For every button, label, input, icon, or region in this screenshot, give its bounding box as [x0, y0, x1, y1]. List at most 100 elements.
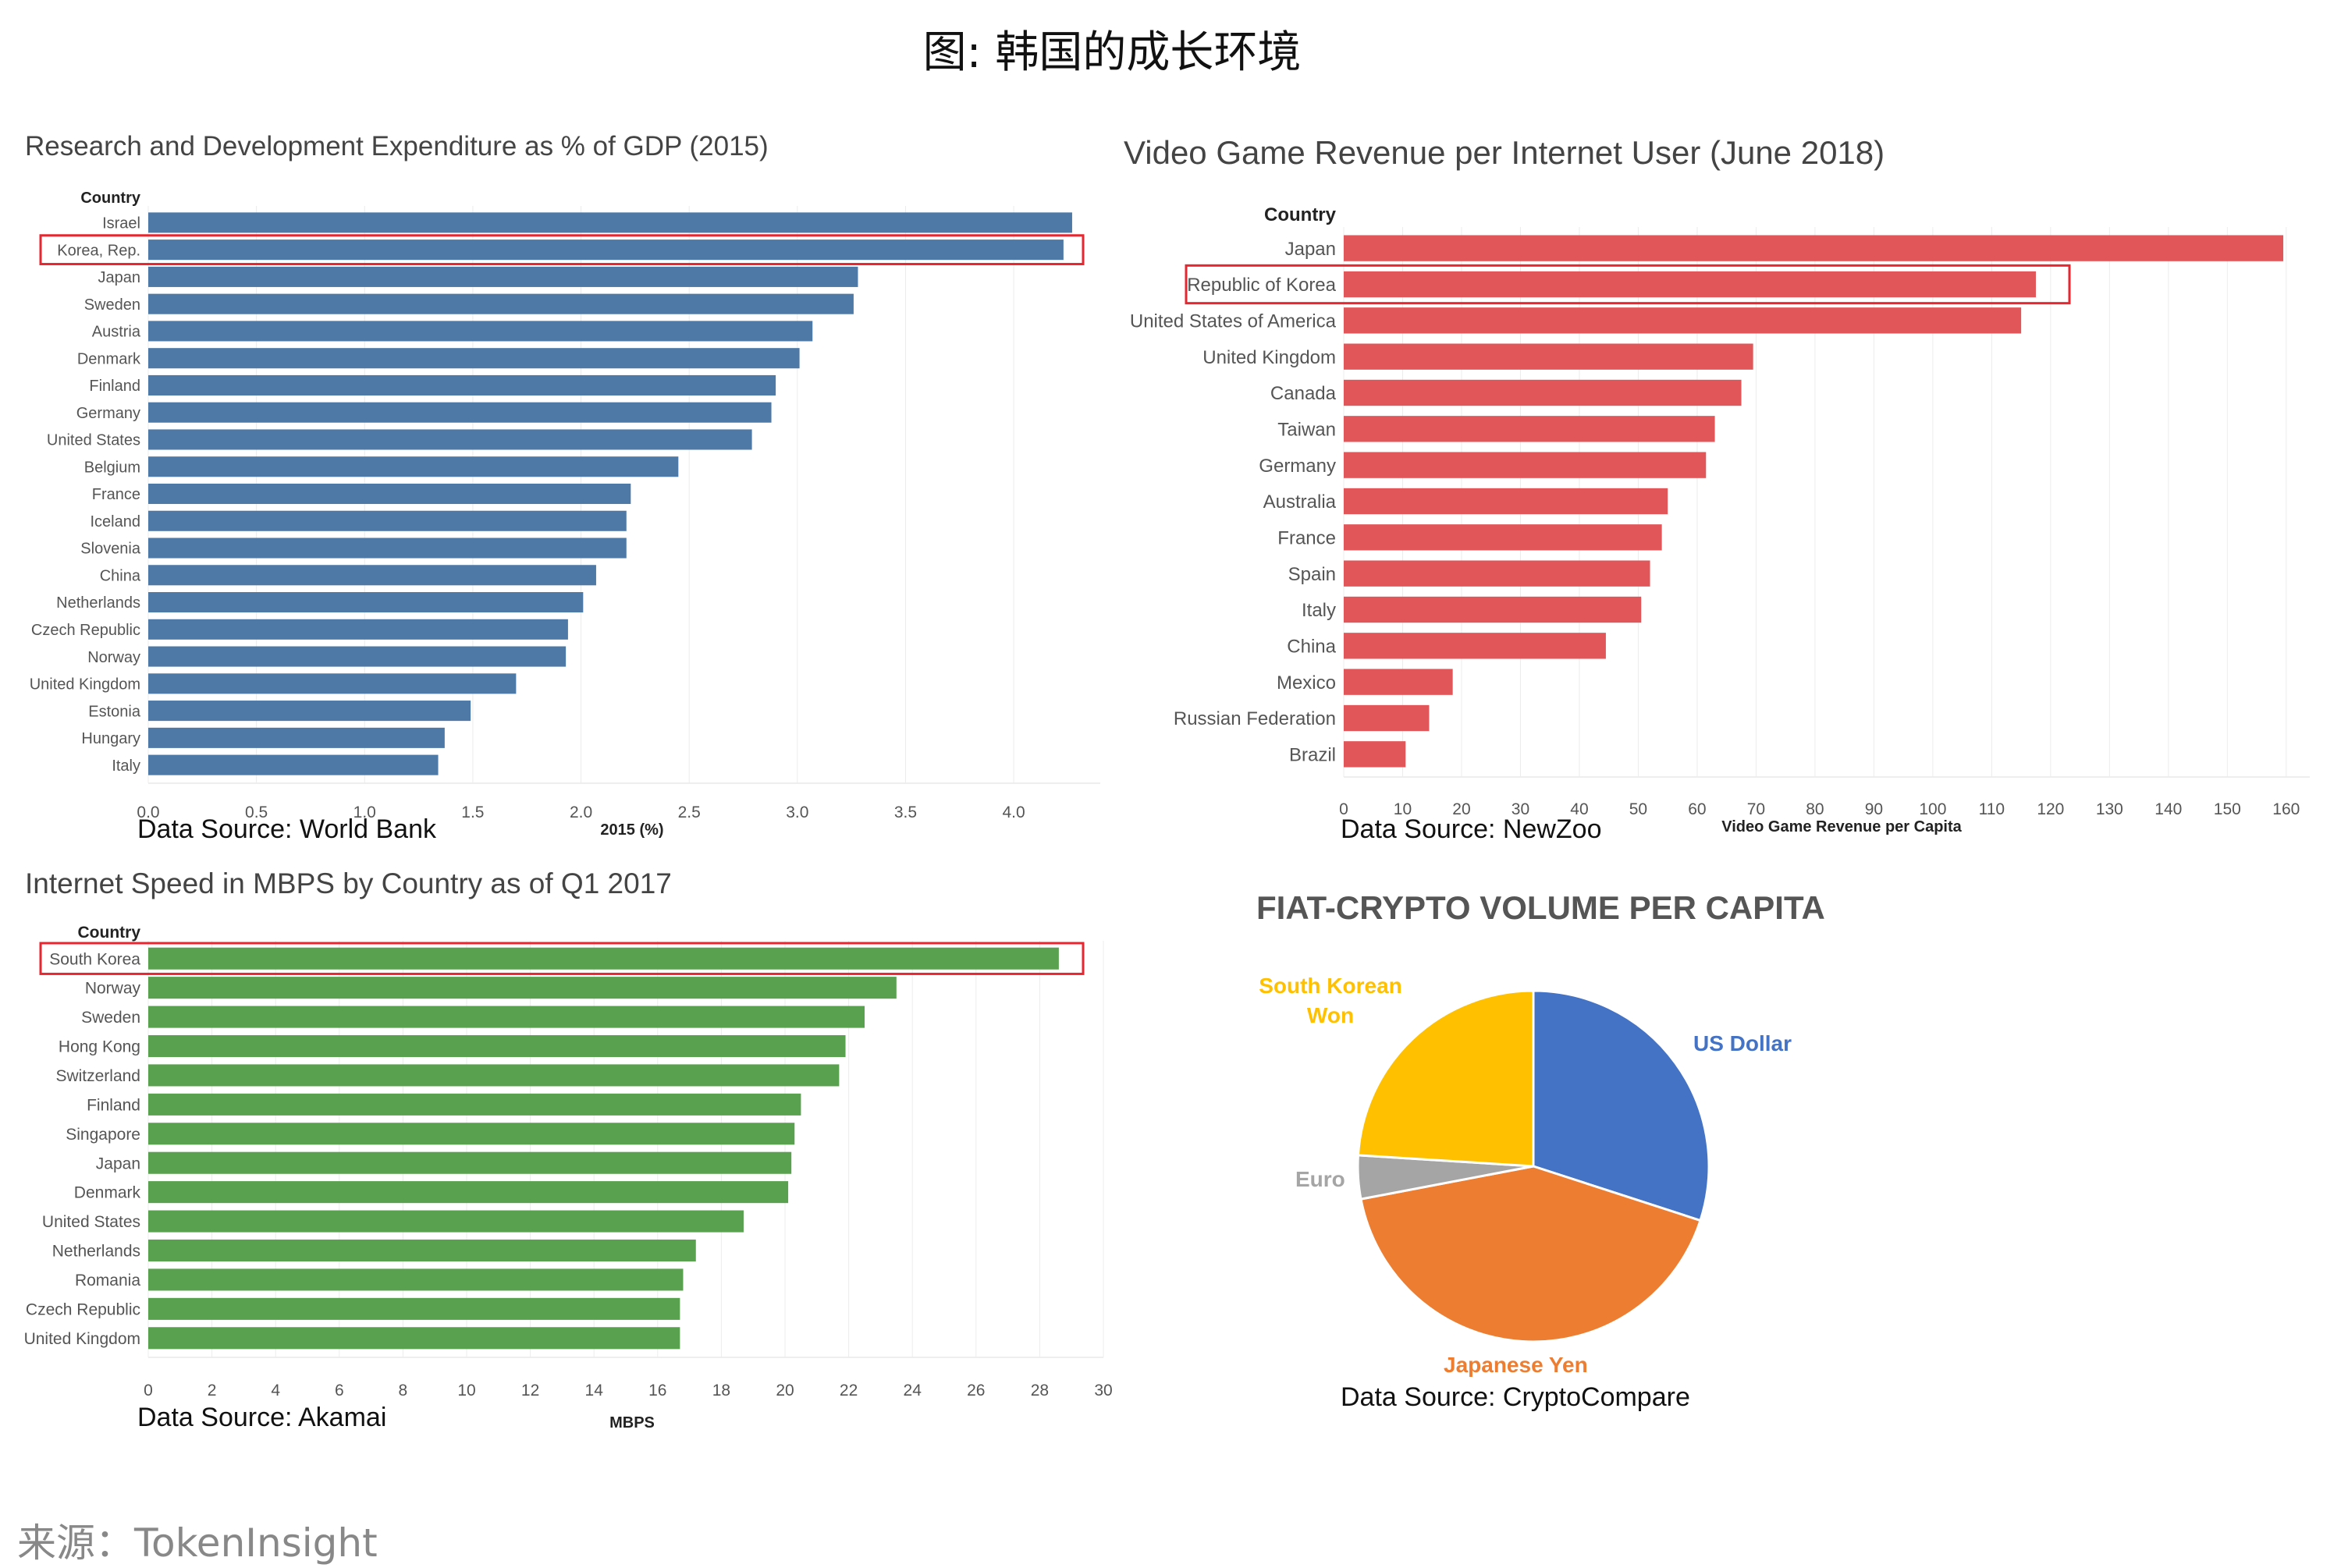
- game-bar: [1344, 379, 1742, 406]
- game-bar: [1344, 596, 1642, 623]
- speed-category-label: Switzerland: [55, 1067, 140, 1085]
- game-tick-label: 140: [2155, 800, 2182, 818]
- speed-category-label: Norway: [85, 980, 141, 998]
- game-category-label: France: [1277, 527, 1336, 548]
- speed-bar: [148, 977, 897, 999]
- rd-tick-label: 4.0: [1002, 804, 1025, 821]
- rd-category-label: Sweden: [84, 296, 140, 314]
- game-category-label: United States of America: [1130, 310, 1337, 332]
- rd-bar-chart: 0.0 0.5 1.0 1.5 2.0 2.5 3.0 3.5 4.0 Country Israel…: [30, 190, 1100, 839]
- rd-category-label: United States: [47, 432, 140, 449]
- speed-category-label: Denmark: [74, 1184, 141, 1202]
- speed-tick-label: 2: [208, 1382, 217, 1399]
- pie-slice-0: [1532, 989, 1710, 1222]
- speed-category-label: Czech Republic: [26, 1300, 140, 1318]
- speed-category-label: Singapore: [66, 1126, 140, 1144]
- game-tick-label: 150: [2214, 800, 2241, 818]
- game-bar: [1344, 488, 1668, 515]
- game-bar: [1344, 669, 1453, 695]
- game-tick-label: 50: [1629, 800, 1647, 818]
- game-tick-label: 60: [1688, 800, 1706, 818]
- speed-bar: [148, 1297, 680, 1320]
- rd-x-axis-label: 2015 (%): [600, 821, 663, 839]
- rd-category-label: Finland: [89, 378, 140, 395]
- rd-category-label: Austria: [92, 324, 141, 341]
- game-category-label: Canada: [1270, 383, 1337, 404]
- rd-bar: [148, 402, 772, 423]
- speed-category-label: Hong Kong: [59, 1038, 140, 1056]
- speed-tick-label: 20: [776, 1382, 794, 1399]
- speed-chart-title: Internet Speed in MBPS by Country as of …: [25, 867, 672, 899]
- game-tick-label: 160: [2272, 800, 2300, 818]
- game-category-header: Country: [1264, 204, 1337, 225]
- pie-slice-1: [1359, 1165, 1702, 1343]
- rd-bar: [148, 510, 627, 531]
- pie-label-jpy: Japanese Yen: [1444, 1353, 1588, 1377]
- rd-bar: [148, 456, 679, 477]
- game-category-label: Republic of Korea: [1187, 275, 1336, 296]
- game-category-label: Taiwan: [1277, 419, 1336, 440]
- game-tick-label: 90: [1865, 800, 1883, 818]
- rd-category-label: China: [100, 567, 141, 584]
- speed-tick-label: 14: [585, 1382, 604, 1399]
- game-x-axis-label: Video Game Revenue per Capita: [1721, 818, 1962, 835]
- speed-tick-label: 10: [457, 1382, 475, 1399]
- speed-highlight-box: [39, 942, 1085, 975]
- game-category-label: China: [1287, 636, 1336, 657]
- game-tick-label: 40: [1570, 800, 1588, 818]
- rd-bar: [148, 293, 854, 314]
- speed-tick-label: 24: [904, 1382, 922, 1399]
- rd-bar: [148, 374, 776, 396]
- game-tick-label: 80: [1806, 800, 1824, 818]
- rd-bar: [148, 701, 471, 722]
- speed-bar: [148, 1327, 680, 1350]
- pie-slice-2: [1356, 1154, 1534, 1201]
- game-category-label: Germany: [1259, 456, 1336, 477]
- game-bar: [1344, 524, 1662, 551]
- rd-category-header: Country: [80, 190, 141, 207]
- rd-bar: [148, 212, 1072, 233]
- speed-bar: [148, 1123, 795, 1145]
- rd-category-label: Korea, Rep.: [57, 242, 140, 259]
- rd-bar: [148, 348, 800, 369]
- speed-category-label: United Kingdom: [24, 1330, 140, 1348]
- speed-category-label: Japan: [96, 1155, 140, 1172]
- rd-category-label: Norway: [87, 649, 140, 666]
- speed-category-label: South Korea: [49, 950, 140, 968]
- speed-category-label: Finland: [87, 1096, 140, 1114]
- game-tick-label: 30: [1512, 800, 1529, 818]
- pie-label-krw: South Korean Won: [1259, 974, 1402, 1027]
- speed-tick-label: 30: [1094, 1382, 1112, 1399]
- speed-category-label: United States: [42, 1213, 140, 1231]
- game-tick-label: 10: [1394, 800, 1412, 818]
- game-data-source: Data Source: NewZoo: [1341, 814, 1602, 844]
- game-bar: [1344, 704, 1430, 732]
- game-tick-label: 120: [2037, 800, 2064, 818]
- rd-bar: [148, 646, 567, 667]
- rd-bar: [148, 429, 752, 450]
- game-tick-label: 70: [1747, 800, 1765, 818]
- speed-bar: [148, 1268, 684, 1291]
- rd-category-label: Estonia: [88, 703, 141, 720]
- pie-label-usd: US Dollar: [1693, 1031, 1792, 1055]
- game-category-label: United Kingdom: [1202, 347, 1336, 368]
- speed-x-axis-label: MBPS: [609, 1414, 655, 1431]
- speed-bar: [148, 1034, 846, 1058]
- game-bar: [1344, 741, 1406, 768]
- rd-category-label: Japan: [98, 269, 141, 286]
- speed-tick-label: 28: [1031, 1382, 1049, 1399]
- rd-bar: [148, 483, 631, 505]
- game-bar: [1344, 307, 2022, 334]
- rd-bar: [148, 239, 1064, 261]
- speed-tick-label: 6: [335, 1382, 344, 1399]
- rd-category-label: Belgium: [84, 459, 140, 476]
- speed-tick-label: 12: [521, 1382, 539, 1399]
- rd-data-source: Data Source: World Bank: [137, 814, 436, 844]
- page-title: 图: 韩国的成长环境: [922, 27, 1302, 78]
- game-bar: [1344, 416, 1715, 442]
- speed-data-source: Data Source: Akamai: [137, 1403, 387, 1432]
- speed-bar: [148, 1093, 801, 1116]
- rd-tick-label: 2.5: [678, 804, 701, 821]
- game-category-label: Spain: [1288, 564, 1336, 585]
- rd-tick-label: 3.0: [786, 804, 808, 821]
